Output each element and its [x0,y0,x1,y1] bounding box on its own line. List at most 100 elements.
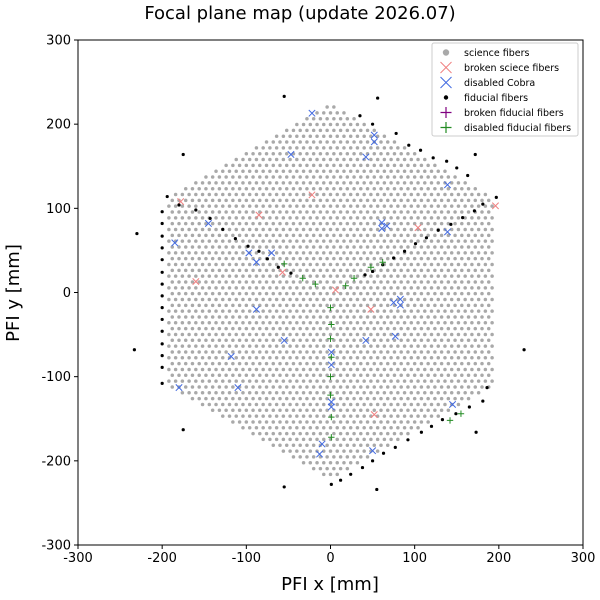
science-fiber-point [244,338,249,343]
science-fiber-point [338,175,343,179]
science-fiber-point [446,221,451,226]
science-fiber-point [480,291,484,296]
fiducial-fiber-point [481,399,485,403]
science-fiber-point [214,251,218,255]
science-fiber-point [254,181,259,185]
science-fiber-point [423,402,427,407]
science-fiber-point [342,402,346,407]
science-fiber-point [261,286,265,290]
science-fiber-point [416,239,420,243]
science-fiber-point [217,361,222,366]
science-fiber-point [291,198,296,203]
science-fiber-point [375,239,380,243]
science-fiber-point [375,437,380,442]
science-fiber-point [180,274,185,278]
science-fiber-point [308,379,313,383]
science-fiber-point [268,437,272,442]
science-fiber-point [258,408,262,413]
science-fiber-point [187,332,191,337]
science-fiber-point [379,186,383,191]
science-fiber-point [328,286,333,290]
science-fiber-point [308,344,313,348]
science-fiber-point [217,210,222,214]
science-fiber-point [318,256,323,261]
science-fiber-point [305,373,309,378]
fiducial-fiber-point [135,231,139,236]
science-fiber-point [396,379,400,383]
science-fiber-point [315,379,319,383]
science-fiber-point [429,239,434,243]
science-fiber-point [291,361,296,366]
science-fiber-point [429,286,434,290]
science-fiber-point [470,297,474,302]
science-fiber-point [352,151,356,156]
science-fiber-point [311,361,316,366]
science-fiber-point [382,169,387,173]
science-fiber-point [278,408,282,413]
science-fiber-point [258,338,262,343]
science-fiber-point [453,256,457,261]
science-fiber-point [301,181,306,185]
science-fiber-point [251,326,255,331]
science-fiber-point [402,356,407,360]
science-fiber-point [362,321,366,325]
science-fiber-point [261,192,265,197]
science-fiber-point [392,408,397,413]
science-fiber-point [392,420,397,424]
science-fiber-point [355,391,360,395]
science-fiber-point [325,431,329,436]
disabled-cobra-point [245,249,253,257]
fiducial-fiber-point [349,472,353,476]
science-fiber-point [183,280,188,284]
science-fiber-point [359,256,363,261]
science-fiber-point [342,216,346,220]
science-fiber-point [382,367,387,372]
science-fiber-point [416,181,420,185]
y-tick-label: -100 [41,370,71,385]
science-fiber-point [308,181,313,185]
science-fiber-point [167,262,171,267]
science-fiber-point [305,175,309,179]
science-fiber-point [261,309,265,313]
science-fiber-point [409,356,414,360]
science-fiber-point [291,396,296,401]
science-fiber-point [423,227,427,232]
science-fiber-point [170,385,175,389]
science-fiber-point [470,321,474,325]
science-fiber-point [389,227,393,232]
science-fiber-point [352,221,356,226]
science-fiber-point [338,151,343,156]
science-fiber-point [200,402,205,407]
science-fiber-point [446,280,451,284]
science-fiber-point [288,286,292,290]
science-fiber-point [389,169,393,173]
science-fiber-point [402,204,407,208]
science-fiber-point [328,192,333,197]
science-fiber-point [359,128,363,133]
science-fiber-point [325,443,329,448]
science-fiber-point [379,315,383,319]
science-fiber-point [446,186,451,191]
science-fiber-point [301,251,306,255]
science-fiber-point [456,251,461,255]
science-fiber-point [372,151,377,156]
science-fiber-point [476,262,481,267]
science-fiber-point [429,379,434,383]
fiducial-fiber-point [392,256,396,260]
science-fiber-point [207,379,212,383]
science-fiber-point [449,239,454,243]
science-fiber-point [486,350,491,354]
science-fiber-point [308,134,313,138]
legend-marker-broken-science-fibers [440,61,452,74]
science-fiber-point [379,361,383,366]
science-fiber-point [237,268,242,273]
science-fiber-point [429,274,434,278]
science-fiber-point [183,326,188,331]
science-fiber-point [460,198,464,203]
science-fiber-point [325,303,329,308]
science-fiber-point [234,216,238,220]
science-fiber-point [382,356,387,360]
science-fiber-point [284,291,289,296]
science-fiber-point [167,321,171,325]
science-fiber-point [247,169,252,173]
